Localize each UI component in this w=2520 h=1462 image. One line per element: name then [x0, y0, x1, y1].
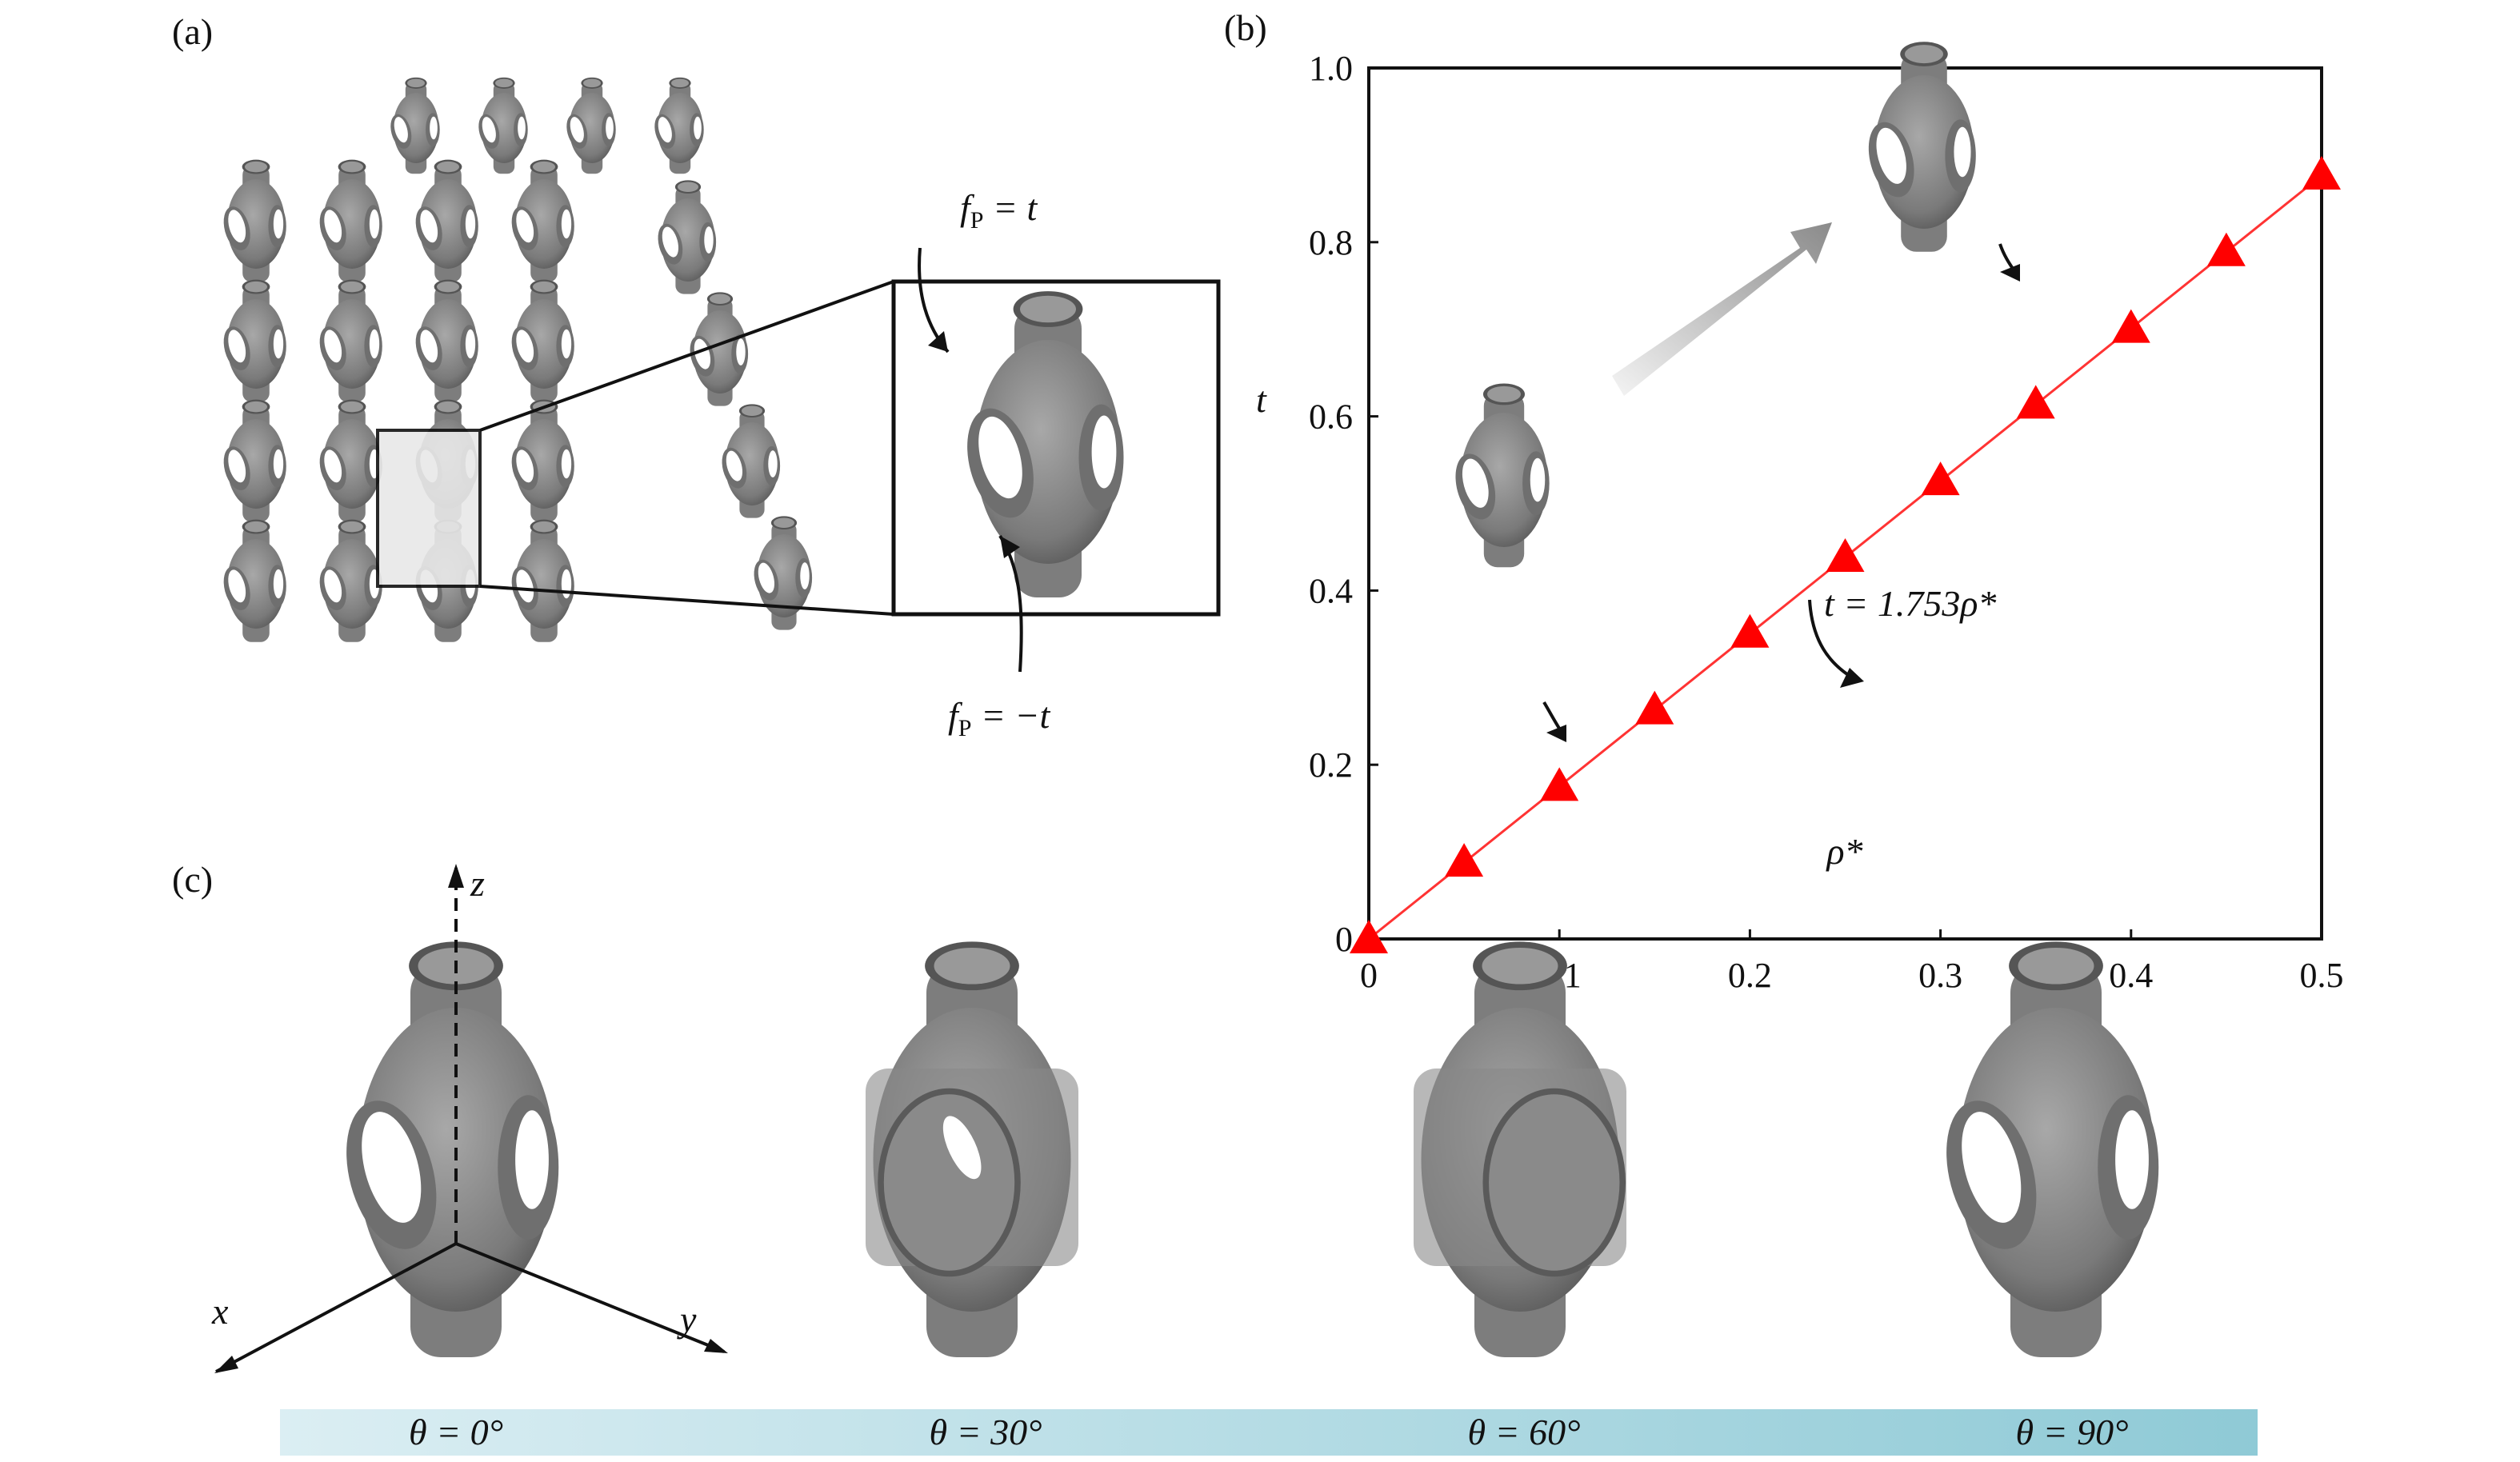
- orientation-label: θ = 0°: [409, 1412, 503, 1452]
- zoom-line-top: [479, 280, 894, 432]
- low-density-cell: [1455, 383, 1550, 568]
- data-point: [1540, 767, 1579, 801]
- zoom-line-bottom: [479, 585, 894, 616]
- unit-cell-theta-30: [866, 941, 1078, 1357]
- panel-b-label: (b): [1224, 7, 1267, 48]
- lattice-structure: [223, 77, 813, 642]
- lattice-cell: [511, 519, 574, 642]
- data-point: [1921, 461, 1960, 496]
- orientation-label: θ = 60°: [1467, 1412, 1580, 1452]
- rotated-unit-cells: [346, 941, 2159, 1357]
- density-increase-arrow: [1612, 222, 1832, 396]
- x-axis-label: ρ*: [1825, 831, 1862, 872]
- x-tick-label: 0.5: [2300, 956, 2344, 995]
- y-tick-label: 0.2: [1309, 745, 1353, 785]
- data-point: [1826, 538, 1865, 573]
- lattice-cell: [319, 399, 382, 522]
- x-tick-label: 0: [1360, 956, 1378, 995]
- y-tick-label: 0.8: [1309, 223, 1353, 262]
- unit-cell-theta-60: [1414, 941, 1626, 1357]
- lattice-cell: [223, 519, 286, 642]
- y-tick-label: 0.6: [1309, 397, 1353, 437]
- orientation-label: θ = 90°: [2015, 1412, 2128, 1452]
- y-tick-label: 1.0: [1309, 49, 1353, 88]
- unit-cell-theta-90: [1946, 941, 2159, 1357]
- unit-cell-theta-0: [346, 941, 559, 1357]
- high-density-cell: [1868, 42, 1976, 252]
- surface-top-label: fP = t: [960, 187, 1038, 234]
- data-point: [2206, 232, 2246, 266]
- lattice-cell: [566, 77, 616, 174]
- x-tick-label: 0.3: [1918, 956, 1962, 995]
- lattice-cell: [319, 159, 382, 282]
- fit-equation: t = 1.753ρ*: [1824, 583, 1996, 624]
- data-point: [1350, 920, 1388, 953]
- coordinate-axes: z x y: [211, 863, 728, 1373]
- data-point: [2302, 155, 2341, 190]
- thickness-density-chart: 00.10.20.30.40.500.20.40.60.81.0 t ρ* t …: [1256, 42, 2344, 995]
- data-point: [1635, 690, 1674, 725]
- lattice-cell: [754, 516, 813, 630]
- y-axis-label-3d: y: [677, 1299, 697, 1340]
- data-point: [1445, 843, 1484, 877]
- x-axis-label-3d: x: [211, 1291, 229, 1332]
- orientation-label: θ = 30°: [929, 1412, 1042, 1452]
- y-axis-label: t: [1256, 379, 1267, 420]
- y-tick-label: 0.4: [1309, 571, 1353, 610]
- x-tick-label: 0.2: [1728, 956, 1772, 995]
- lattice-cell: [415, 279, 478, 402]
- panel-a-label: (a): [172, 11, 213, 52]
- data-point: [2111, 309, 2150, 343]
- panel-c-label: (c): [172, 859, 213, 900]
- lattice-cell: [690, 292, 749, 406]
- unit-cell-zoomed: [967, 291, 1124, 597]
- data-point: [1730, 613, 1770, 648]
- zoom-region: [376, 429, 482, 588]
- y-tick-label: 0: [1335, 920, 1353, 959]
- surface-bottom-label: fP = −t: [948, 695, 1051, 741]
- lattice-cell: [511, 159, 574, 282]
- lattice-cell: [390, 77, 440, 174]
- lattice-cell: [319, 279, 382, 402]
- z-axis-label: z: [470, 863, 485, 904]
- lattice-cell: [658, 180, 717, 294]
- lattice-cell: [654, 77, 704, 174]
- unit-cell-inset: [967, 291, 1124, 597]
- lattice-cell: [223, 159, 286, 282]
- lattice-cell: [511, 279, 574, 402]
- lattice-cell: [415, 159, 478, 282]
- data-point: [2016, 385, 2055, 419]
- lattice-cell: [223, 279, 286, 402]
- lattice-cell: [223, 399, 286, 522]
- plot-frame: [1367, 66, 2323, 941]
- x-tick-label: 0.4: [2109, 956, 2153, 995]
- orientation-bar: [280, 1409, 2258, 1456]
- lattice-cell: [319, 519, 382, 642]
- lattice-cell: [722, 404, 781, 518]
- lattice-cell: [478, 77, 528, 174]
